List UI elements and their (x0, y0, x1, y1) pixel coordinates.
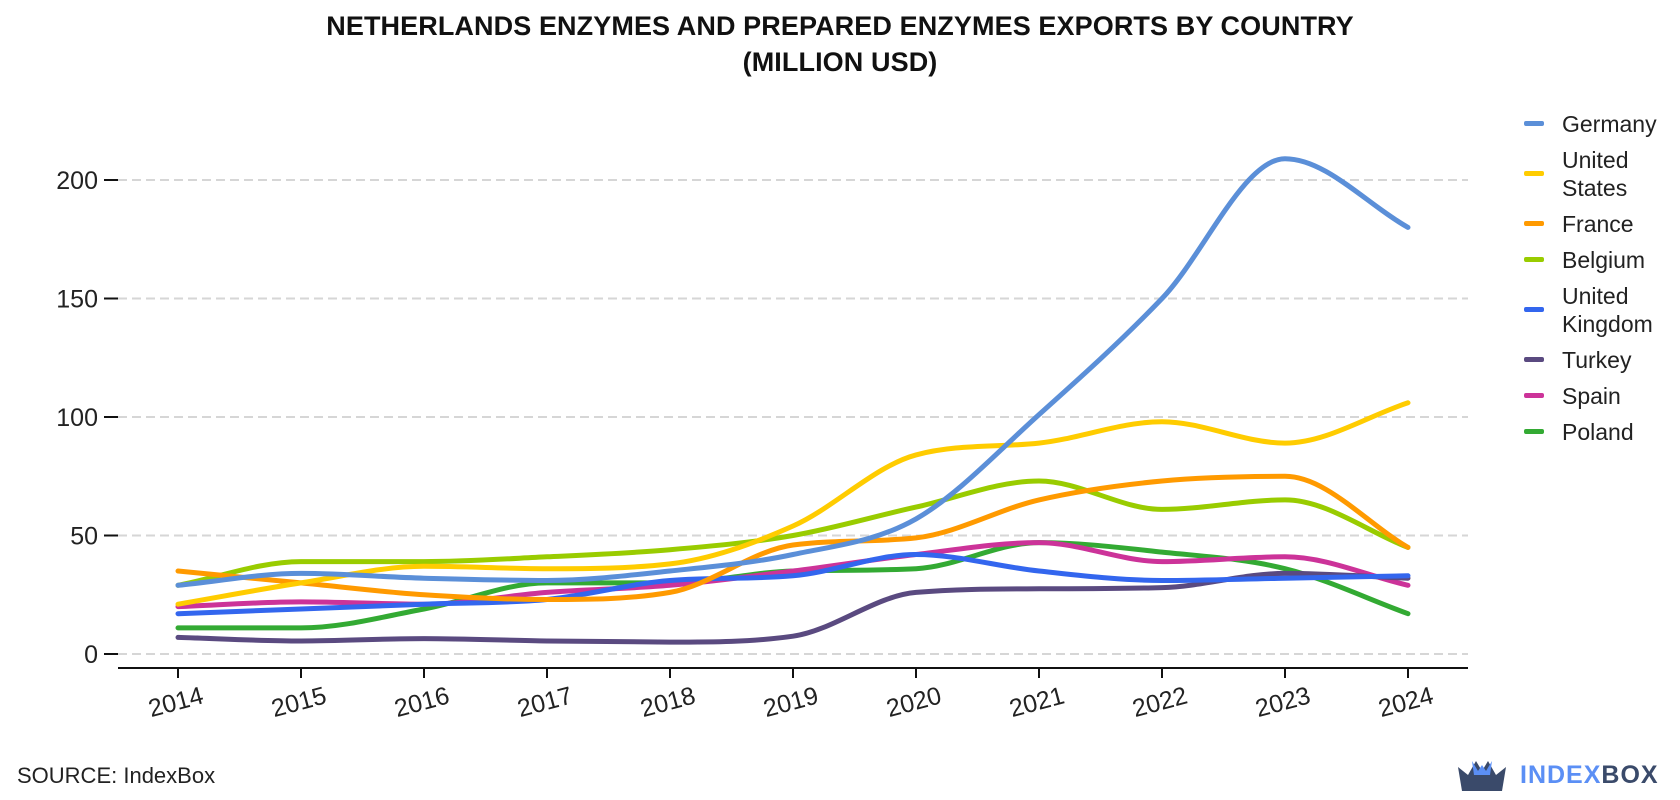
legend-item-turkey: Turkey (1522, 346, 1680, 374)
y-tick-label: 200 (56, 167, 98, 195)
legend-label: Spain (1562, 383, 1621, 409)
series-line-france (175, 473, 1411, 602)
x-tick-label: 2015 (268, 682, 329, 723)
legend-swatch (1524, 221, 1544, 226)
legend-swatch (1524, 307, 1544, 312)
series-line-united-states (175, 400, 1411, 607)
x-tick-label: 2024 (1375, 682, 1436, 723)
y-tick-label: 0 (84, 641, 98, 669)
chart-title-line-2: (MILLION USD) (742, 47, 938, 77)
y-tick-label: 150 (56, 286, 98, 314)
legend-swatch (1524, 357, 1544, 362)
logo-text-index: INDEX (1520, 760, 1602, 789)
indexbox-logo: INDEXBOX (1456, 755, 1659, 795)
legend-item-spain: Spain (1522, 382, 1680, 410)
y-axis-ticks: 0 50 100 150 200 (56, 167, 118, 669)
legend-label: Germany (1562, 111, 1657, 137)
legend-item-belgium: Belgium (1522, 246, 1680, 274)
x-tick-label: 2018 (637, 682, 698, 723)
legend-item-germany: Germany (1522, 110, 1680, 138)
x-tick-label: 2016 (391, 682, 452, 723)
series-line-germany (175, 156, 1411, 588)
chart-title: NETHERLANDS ENZYMES AND PREPARED ENZYMES… (0, 8, 1680, 80)
x-tick-label: 2023 (1252, 682, 1313, 723)
x-tick-label: 2021 (1006, 682, 1067, 723)
legend-item-poland: Poland (1522, 418, 1680, 446)
series-line-united-kingdom (175, 552, 1411, 617)
legend-label: Belgium (1562, 247, 1646, 273)
legend-label: Poland (1562, 419, 1634, 445)
series-lines (175, 156, 1411, 645)
legend-swatch (1524, 121, 1544, 126)
x-tick-label: 2022 (1129, 682, 1190, 723)
legend-swatch (1524, 393, 1544, 398)
grid-lines (118, 179, 1468, 655)
y-tick-label: 100 (56, 404, 98, 432)
x-tick-label: 2019 (760, 682, 821, 723)
legend-swatch (1524, 171, 1544, 176)
logo-text: INDEXBOX (1520, 761, 1659, 790)
series-line-belgium (175, 478, 1411, 588)
legend-swatch (1524, 429, 1544, 434)
series-line-turkey (175, 570, 1411, 645)
x-axis-ticks: 2014 2015 2016 2017 2018 2019 2020 2021 2022 2023… (145, 668, 1437, 723)
legend-label: Turkey (1562, 347, 1632, 373)
x-tick-label: 2020 (883, 682, 944, 723)
chart-title-line-1: NETHERLANDS ENZYMES AND PREPARED ENZYMES… (326, 11, 1354, 41)
legend-item-united-states: United States (1522, 146, 1680, 202)
crown-box-icon (1458, 761, 1506, 791)
legend: Germany United States France Belgium United … (1522, 110, 1680, 454)
legend-item-france: France (1522, 210, 1680, 238)
logo-text-box: BOX (1601, 760, 1659, 789)
legend-swatch (1524, 257, 1544, 262)
x-tick-label: 2017 (514, 682, 575, 723)
legend-label: United Kingdom (1562, 283, 1653, 337)
y-tick-label: 50 (70, 523, 98, 551)
legend-label: United States (1562, 147, 1629, 201)
source-note: SOURCE: IndexBox (17, 763, 216, 788)
x-tick-label: 2014 (145, 682, 206, 723)
legend-label: France (1562, 211, 1634, 237)
legend-item-united-kingdom: United Kingdom (1522, 282, 1680, 338)
